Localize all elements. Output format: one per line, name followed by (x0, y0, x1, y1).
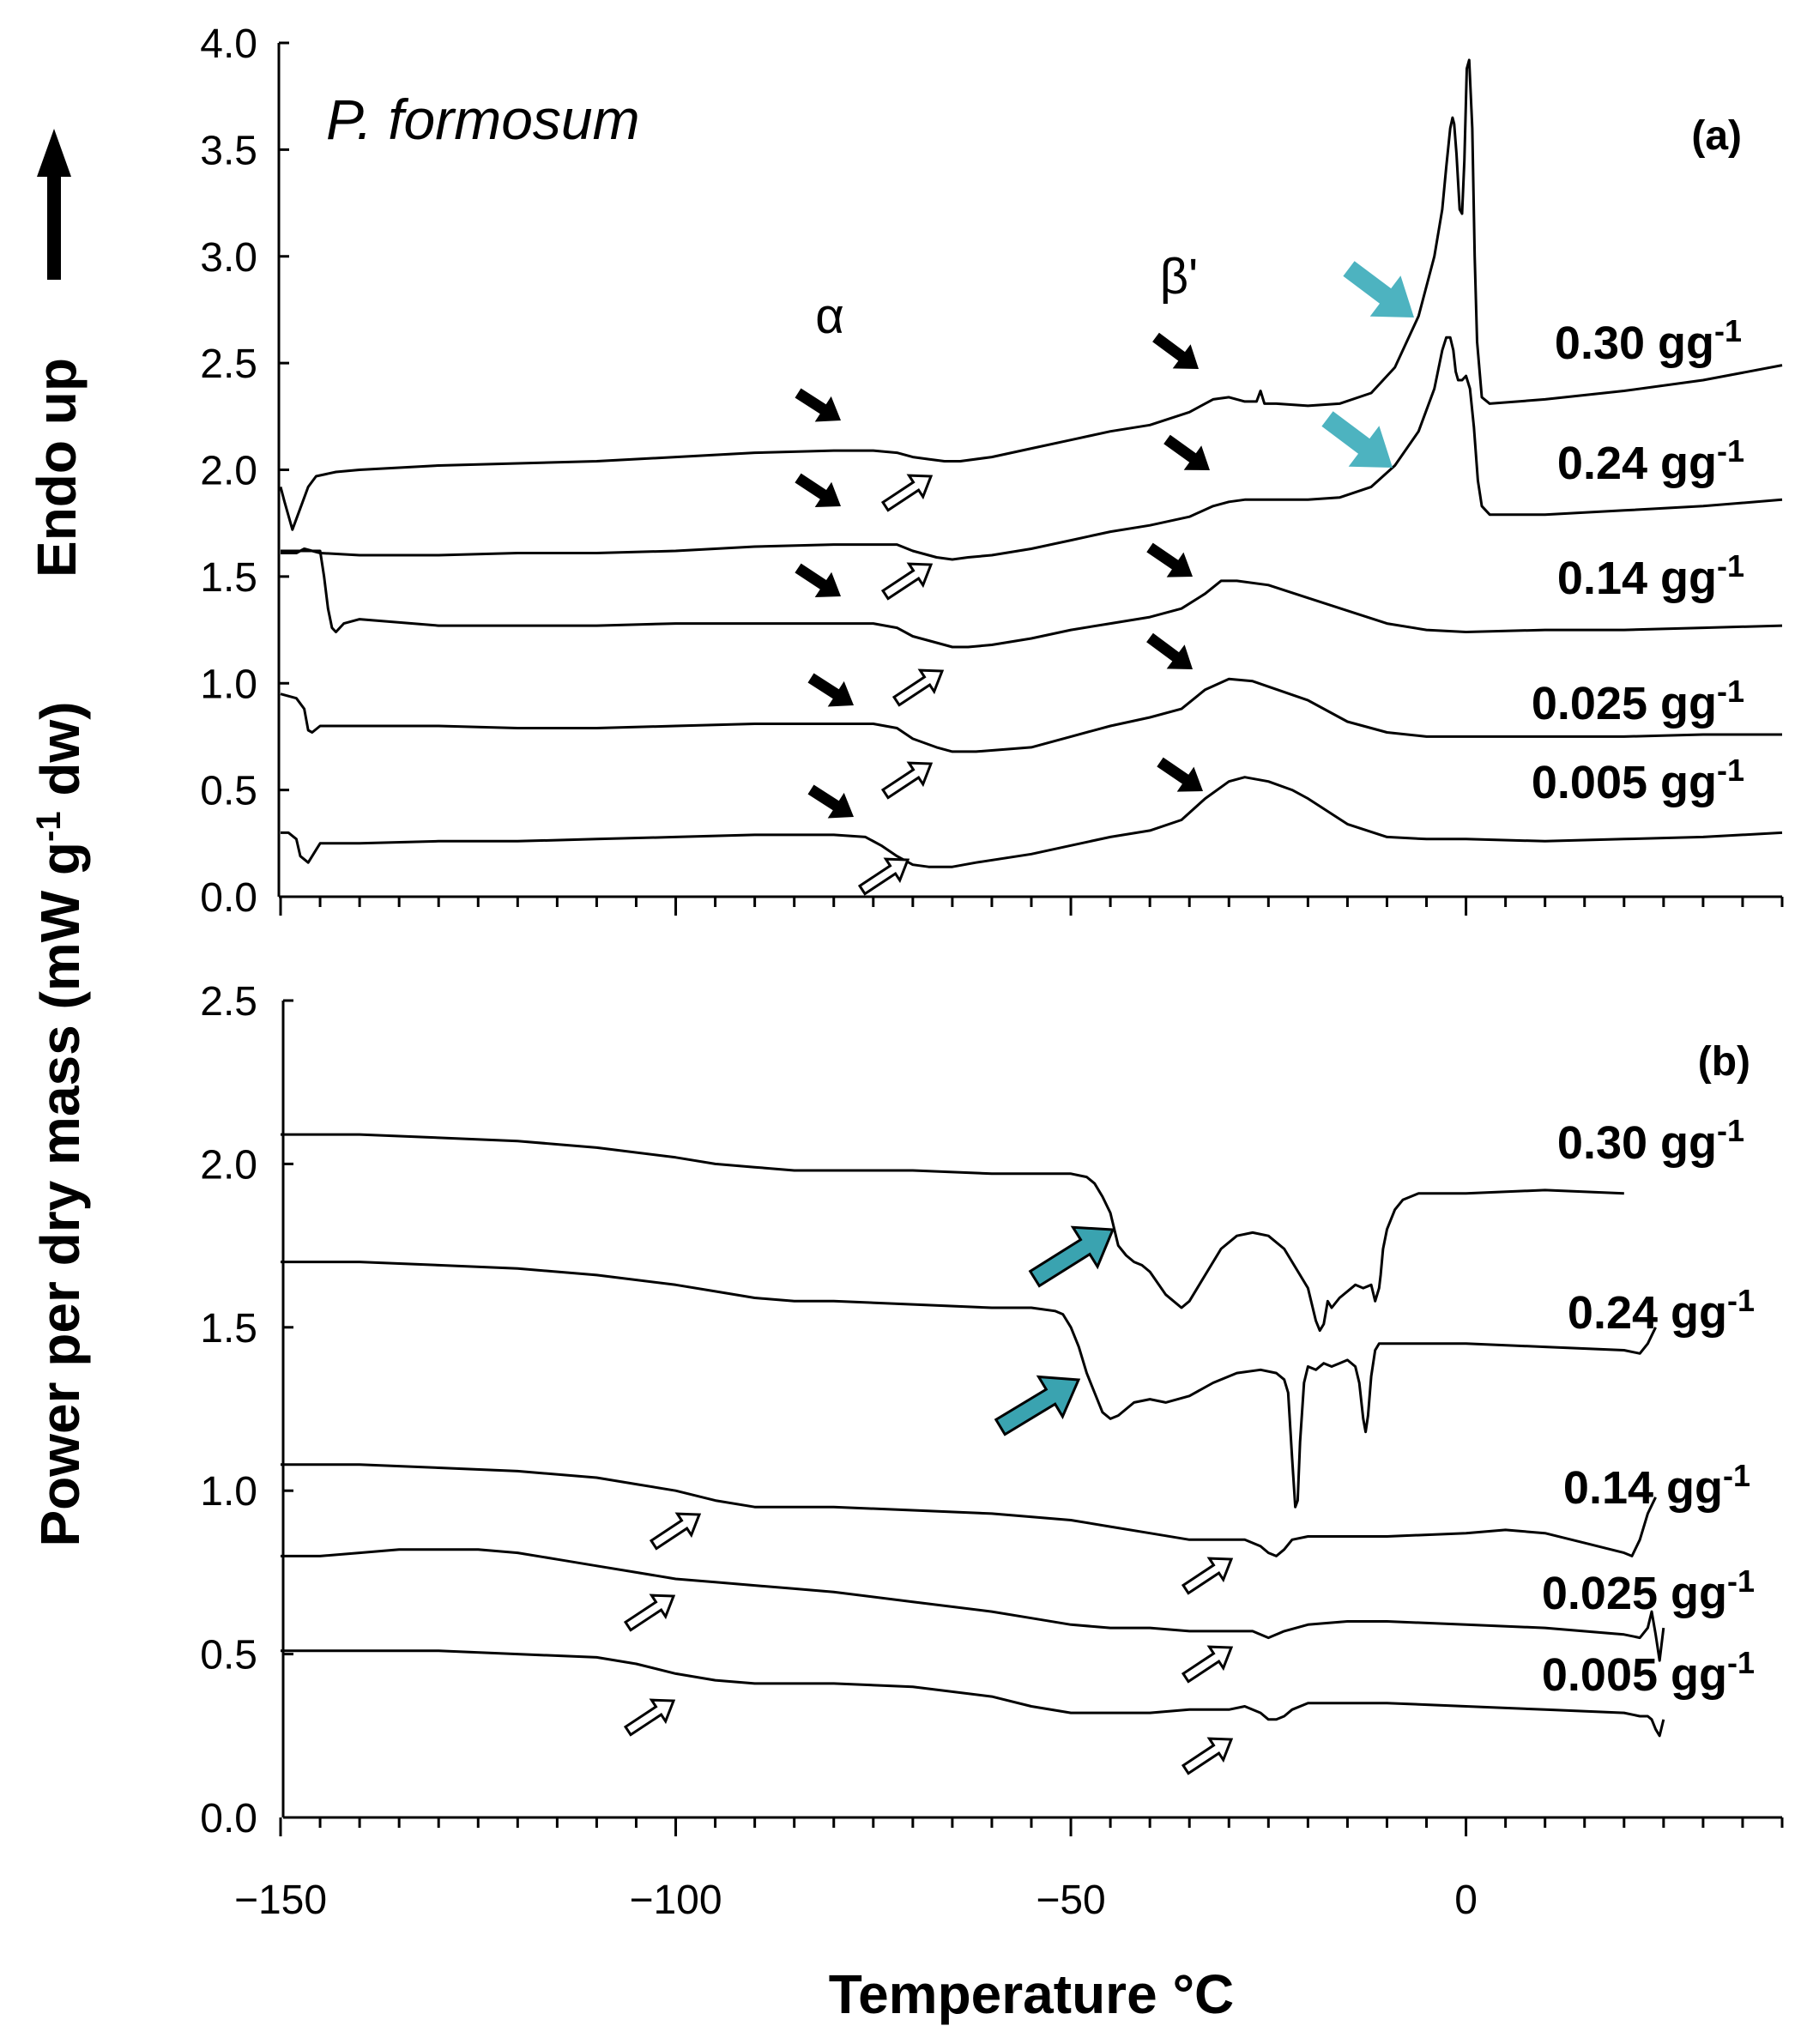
y-tick-label: 0.5 (200, 769, 257, 814)
hollow-arrow-icon (891, 668, 945, 707)
panel-a-series-labels: 0.30 gg-1 0.24 gg-1 0.14 gg-1 0.025 gg-1… (1532, 313, 1744, 809)
black-arrow-icon (1146, 632, 1193, 669)
series-label-b-2: 0.24 gg-1 (1568, 1283, 1755, 1339)
y-axis-title: Power per dry mass (mW g-1 dw) (29, 701, 91, 1546)
x-tick-label: −150 (234, 1878, 327, 1923)
hollow-arrow-icon (880, 562, 934, 601)
panel-b-label: (b) (1698, 1039, 1750, 1085)
panel-b-arrows (623, 1225, 1234, 1775)
black-arrow-icon (807, 673, 854, 707)
black-arrow-icon (1146, 542, 1193, 578)
y-tick-label: 4.0 (200, 21, 257, 67)
teal-arrow-icon (1343, 261, 1414, 317)
panel-a-label: (a) (1691, 113, 1742, 159)
panel-a-traces (279, 58, 1783, 868)
alpha-label: α (815, 288, 844, 344)
series-line-b-5 (281, 1649, 1665, 1738)
black-arrow-icon (795, 473, 841, 507)
series-label-a-3: 0.14 gg-1 (1557, 548, 1744, 605)
series-label-b-3: 0.14 gg-1 (1563, 1458, 1750, 1515)
y-axis-title-end: dw) (29, 701, 91, 811)
series-line-b-3 (281, 1463, 1657, 1557)
black-arrow-icon (1163, 434, 1210, 470)
x-tick-labels: −150 −100 −50 0 (234, 1878, 1478, 1923)
y-tick-label: 1.0 (200, 1469, 257, 1515)
x-axis-title: Temperature °C (829, 1963, 1235, 2025)
series-line-a-3 (281, 549, 1783, 649)
teal-arrow-icon (994, 1375, 1081, 1436)
hollow-arrow-icon (623, 1698, 676, 1737)
hollow-arrow-icon (1181, 1557, 1234, 1595)
black-arrow-icon (807, 784, 854, 819)
hollow-arrow-icon (857, 857, 910, 896)
endo-up-arrow (37, 129, 71, 280)
panel-b-series-labels: 0.30 gg-1 0.24 gg-1 0.14 gg-1 0.025 gg-1… (1542, 1113, 1755, 1702)
teal-arrow-icon (1321, 411, 1393, 468)
panel-b-axes: 0.0 0.5 1.0 1.5 2.0 2.5 (200, 979, 1784, 1841)
y-tick-label: 0.0 (200, 875, 257, 921)
y-tick-label: 2.0 (200, 1142, 257, 1188)
series-line-b-1 (281, 1133, 1624, 1333)
y-tick-label: 0.0 (200, 1796, 257, 1841)
hollow-arrow-icon (880, 474, 934, 512)
panel-b-traces (281, 1133, 1665, 1738)
series-line-b-4 (281, 1548, 1665, 1662)
series-line-a-4 (280, 677, 1782, 753)
endo-up-label: Endo up (26, 358, 88, 578)
y-tick-label: 1.5 (200, 555, 257, 601)
x-tick-label: −100 (629, 1878, 722, 1923)
series-label-a-2: 0.24 gg-1 (1557, 433, 1744, 490)
y-tick-label: 1.0 (200, 662, 257, 707)
panel-a-arrows (795, 261, 1414, 896)
black-arrow-icon (795, 563, 841, 597)
panel-b: 0.0 0.5 1.0 1.5 2.0 2.5 (b) 0.30 gg-1 0.24 gg… (200, 979, 1784, 1923)
series-label-a-5: 0.005 gg-1 (1532, 753, 1744, 809)
species-annotation: P. formosum (326, 88, 640, 151)
y-tick-label: 2.0 (200, 449, 257, 494)
hollow-arrow-icon (880, 761, 934, 800)
y-tick-label: 3.5 (200, 128, 257, 173)
beta-prime-label: β' (1160, 249, 1198, 305)
hollow-arrow-icon (1181, 1645, 1234, 1684)
y-tick-label: 2.5 (200, 342, 257, 387)
y-axis-title-superscript: -1 (30, 811, 68, 842)
y-tick-label: 3.0 (200, 235, 257, 281)
series-label-b-1: 0.30 gg-1 (1557, 1113, 1744, 1170)
series-label-a-1: 0.30 gg-1 (1555, 313, 1742, 370)
panel-a: 0.0 0.5 1.0 1.5 2.0 2.5 3.0 3.5 4.0 (a) P. formo… (200, 21, 1784, 921)
y-tick-label: 0.5 (200, 1633, 257, 1678)
hollow-arrow-icon (1181, 1737, 1234, 1775)
black-arrow-icon (1157, 757, 1203, 792)
black-arrow-icon (1152, 332, 1199, 369)
series-label-b-5: 0.005 gg-1 (1542, 1645, 1755, 1702)
series-label-a-4: 0.025 gg-1 (1532, 674, 1744, 730)
hollow-arrow-icon (649, 1512, 702, 1551)
teal-arrow-icon (1028, 1225, 1115, 1288)
x-tick-label: −50 (1036, 1878, 1105, 1923)
y-tick-label: 2.5 (200, 979, 257, 1025)
x-tick-label: 0 (1454, 1878, 1478, 1923)
series-line-a-5 (281, 776, 1783, 868)
series-line-a-2 (281, 336, 1783, 561)
y-axis-title-main: Power per dry mass (mW g (29, 842, 91, 1547)
series-line-b-2 (281, 1261, 1657, 1509)
y-tick-label: 1.5 (200, 1306, 257, 1352)
hollow-arrow-icon (623, 1593, 676, 1632)
series-label-b-4: 0.025 gg-1 (1542, 1563, 1755, 1620)
series-line-a-1 (279, 58, 1783, 531)
panel-a-axes: 0.0 0.5 1.0 1.5 2.0 2.5 3.0 3.5 4.0 (200, 21, 1784, 921)
black-arrow-icon (795, 388, 841, 422)
